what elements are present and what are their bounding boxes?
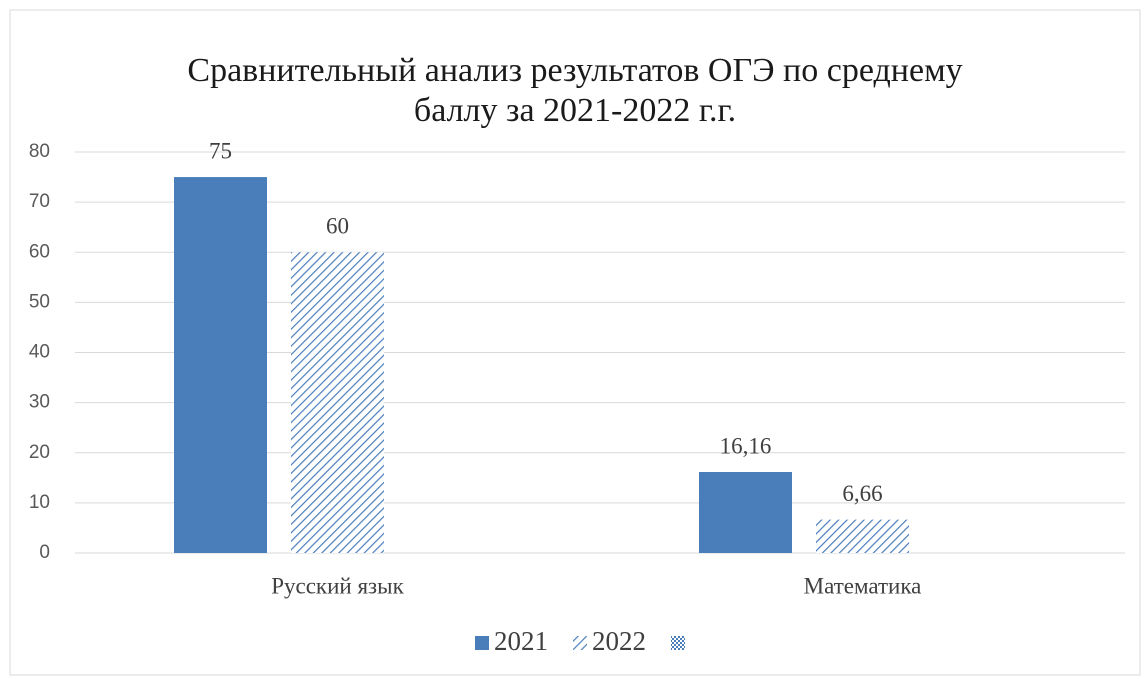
y-tick-label: 80	[29, 141, 50, 162]
chart-subtitle: баллу за 2021-2022 г.г.	[414, 92, 736, 129]
bar	[699, 471, 792, 553]
y-tick-label: 40	[29, 342, 50, 363]
legend-swatch	[671, 636, 685, 650]
y-tick-label: 70	[29, 191, 50, 212]
bar	[291, 252, 384, 553]
chart-title: Сравнительный анализ результатов ОГЭ по …	[187, 52, 962, 89]
y-tick-label: 30	[29, 392, 50, 413]
legend-swatch	[573, 636, 587, 650]
y-tick-label: 20	[29, 442, 50, 463]
y-tick-label: 10	[29, 492, 50, 513]
data-label: 75	[209, 138, 232, 163]
y-tick-label: 50	[29, 291, 50, 312]
legend-label: 2021	[494, 626, 548, 656]
x-tick-label: Математика	[804, 573, 922, 598]
legend-swatch	[475, 636, 489, 650]
x-tick-label: Русский язык	[271, 573, 404, 598]
y-tick-label: 60	[29, 241, 50, 262]
bar	[174, 177, 267, 553]
data-label: 60	[326, 214, 349, 239]
legend-label: 2022	[592, 626, 646, 656]
data-label: 16,16	[720, 433, 772, 458]
bar	[816, 519, 909, 553]
data-label: 6,66	[842, 481, 882, 506]
y-tick-label: 0	[39, 542, 50, 563]
